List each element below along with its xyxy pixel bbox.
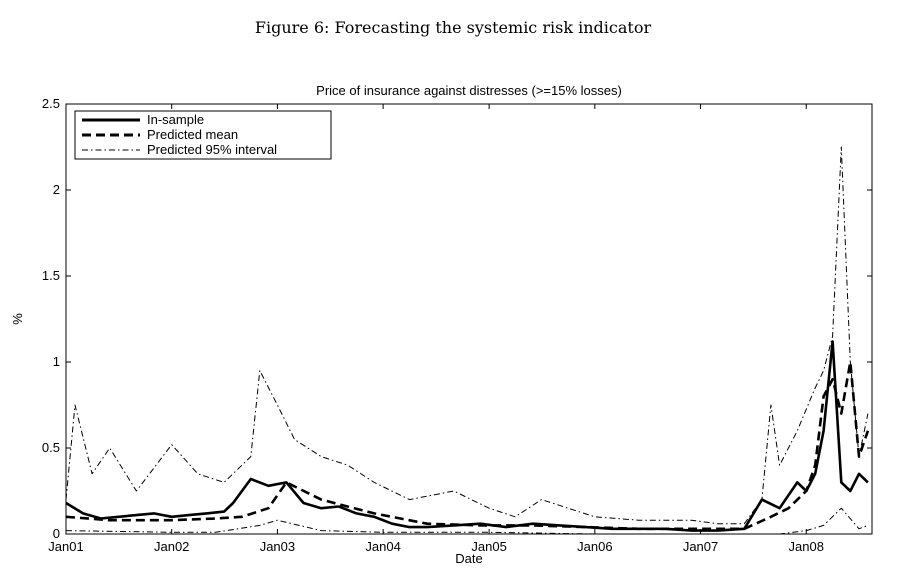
axis-layer: Jan01 Jan02 Jan03 Jan04 Jan05 Jan06 Jan07 Jan08… — [42, 96, 872, 554]
legend: In-sample Predicted mean Predicted 95% i… — [74, 110, 332, 160]
chart-title: Price of insurance against distresses (>… — [316, 83, 622, 98]
series-interval-lower-line — [65, 507, 869, 535]
y-tick-label: 2.5 — [42, 96, 60, 111]
x-tick-label: Jan04 — [365, 539, 400, 554]
x-tick-label: Jan01 — [48, 539, 83, 554]
legend-label-predicted-mean: Predicted mean — [147, 127, 238, 142]
x-tick-label: Jan03 — [260, 539, 295, 554]
series-predicted-mean-line — [65, 360, 870, 531]
y-axis-label: % — [10, 313, 25, 325]
figure-caption: Figure 6: Forecasting the systemic risk … — [254, 18, 652, 37]
y-tick-label: 2 — [53, 182, 60, 197]
x-tick-label: Jan05 — [471, 539, 506, 554]
x-tick-label: Jan07 — [683, 539, 718, 554]
x-tick-label: Jan08 — [789, 539, 824, 554]
x-tick-label: Jan06 — [577, 539, 612, 554]
x-axis-label: Date — [455, 551, 482, 566]
y-tick-label: 0 — [53, 526, 60, 541]
legend-label-predicted-interval: Predicted 95% interval — [147, 142, 277, 157]
y-tick-label: 0.5 — [42, 440, 60, 455]
plot-area-frame — [65, 103, 873, 535]
x-tick-label: Jan02 — [154, 539, 189, 554]
y-tick-label: 1 — [53, 354, 60, 369]
series-in-sample-line — [65, 340, 869, 532]
y-tick-label: 1.5 — [42, 268, 60, 283]
series-interval-upper-line — [65, 146, 869, 525]
series-layer — [65, 146, 870, 535]
legend-label-in-sample: In-sample — [147, 112, 204, 127]
